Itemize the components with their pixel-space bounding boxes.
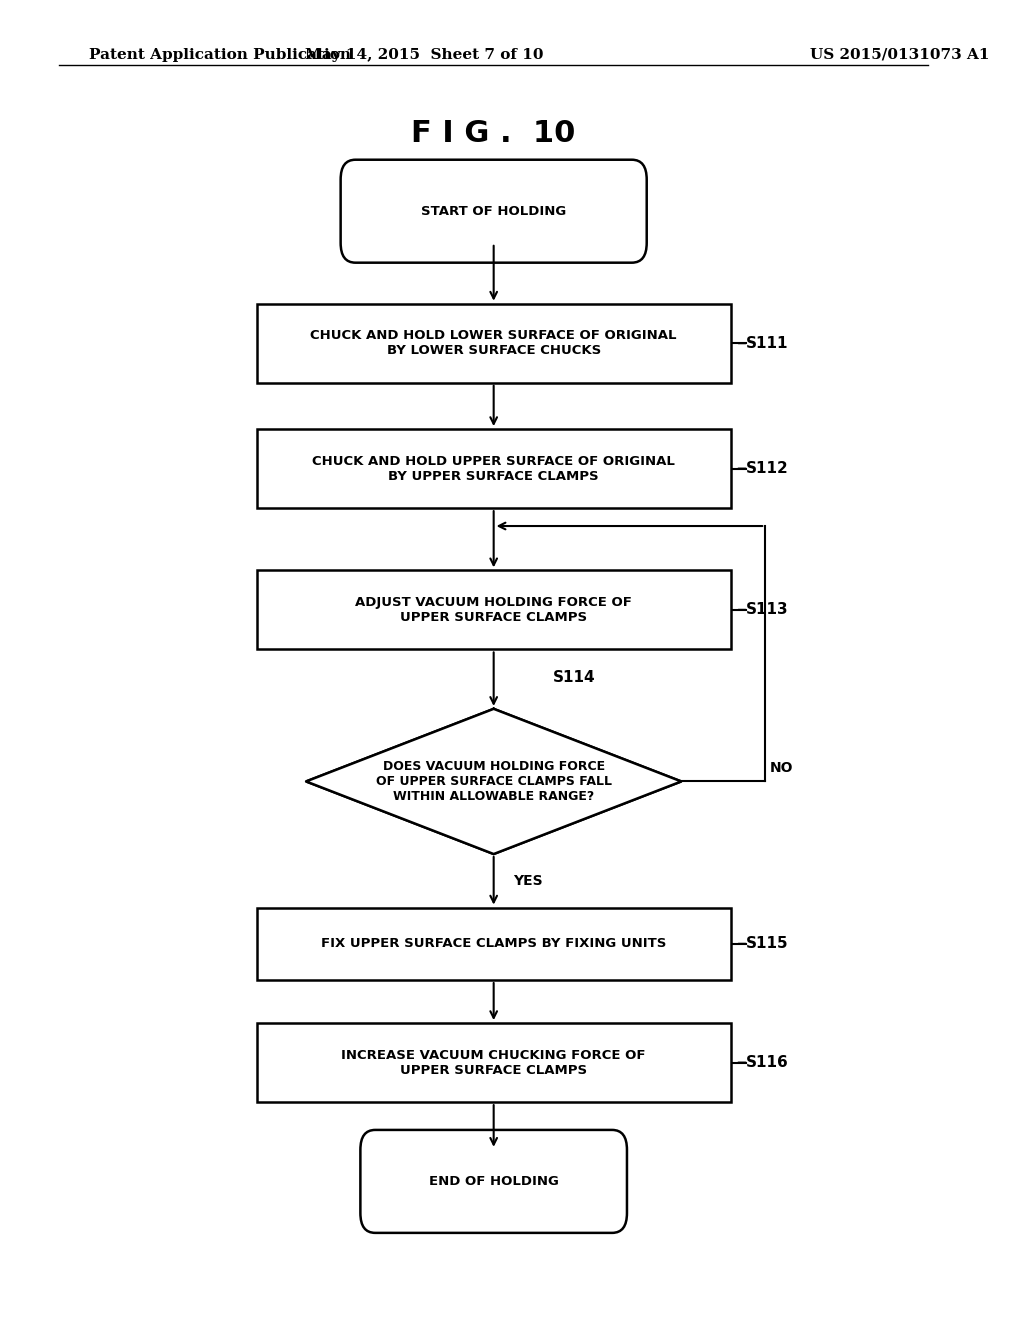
FancyBboxPatch shape bbox=[257, 1023, 731, 1102]
FancyBboxPatch shape bbox=[257, 429, 731, 508]
FancyBboxPatch shape bbox=[257, 908, 731, 979]
Text: END OF HOLDING: END OF HOLDING bbox=[429, 1175, 559, 1188]
Text: DOES VACUUM HOLDING FORCE
OF UPPER SURFACE CLAMPS FALL
WITHIN ALLOWABLE RANGE?: DOES VACUUM HOLDING FORCE OF UPPER SURFA… bbox=[376, 760, 611, 803]
Text: US 2015/0131073 A1: US 2015/0131073 A1 bbox=[810, 48, 989, 62]
FancyBboxPatch shape bbox=[360, 1130, 627, 1233]
Text: Patent Application Publication: Patent Application Publication bbox=[89, 48, 351, 62]
Text: May 14, 2015  Sheet 7 of 10: May 14, 2015 Sheet 7 of 10 bbox=[305, 48, 544, 62]
Text: INCREASE VACUUM CHUCKING FORCE OF
UPPER SURFACE CLAMPS: INCREASE VACUUM CHUCKING FORCE OF UPPER … bbox=[341, 1048, 646, 1077]
Text: CHUCK AND HOLD UPPER SURFACE OF ORIGINAL
BY UPPER SURFACE CLAMPS: CHUCK AND HOLD UPPER SURFACE OF ORIGINAL… bbox=[312, 454, 675, 483]
Text: S114: S114 bbox=[553, 671, 596, 685]
Text: S111: S111 bbox=[745, 335, 787, 351]
Text: S113: S113 bbox=[745, 602, 788, 618]
FancyBboxPatch shape bbox=[341, 160, 647, 263]
Text: S116: S116 bbox=[745, 1055, 788, 1071]
Text: START OF HOLDING: START OF HOLDING bbox=[421, 205, 566, 218]
Text: S115: S115 bbox=[745, 936, 788, 952]
Text: S112: S112 bbox=[745, 461, 788, 477]
Text: YES: YES bbox=[513, 874, 543, 888]
Text: ADJUST VACUUM HOLDING FORCE OF
UPPER SURFACE CLAMPS: ADJUST VACUUM HOLDING FORCE OF UPPER SUR… bbox=[355, 595, 632, 624]
FancyBboxPatch shape bbox=[257, 570, 731, 649]
Text: FIX UPPER SURFACE CLAMPS BY FIXING UNITS: FIX UPPER SURFACE CLAMPS BY FIXING UNITS bbox=[321, 937, 667, 950]
Polygon shape bbox=[306, 709, 681, 854]
Text: NO: NO bbox=[770, 760, 794, 775]
FancyBboxPatch shape bbox=[257, 304, 731, 383]
Text: F I G .  10: F I G . 10 bbox=[412, 119, 575, 148]
Text: CHUCK AND HOLD LOWER SURFACE OF ORIGINAL
BY LOWER SURFACE CHUCKS: CHUCK AND HOLD LOWER SURFACE OF ORIGINAL… bbox=[310, 329, 677, 358]
